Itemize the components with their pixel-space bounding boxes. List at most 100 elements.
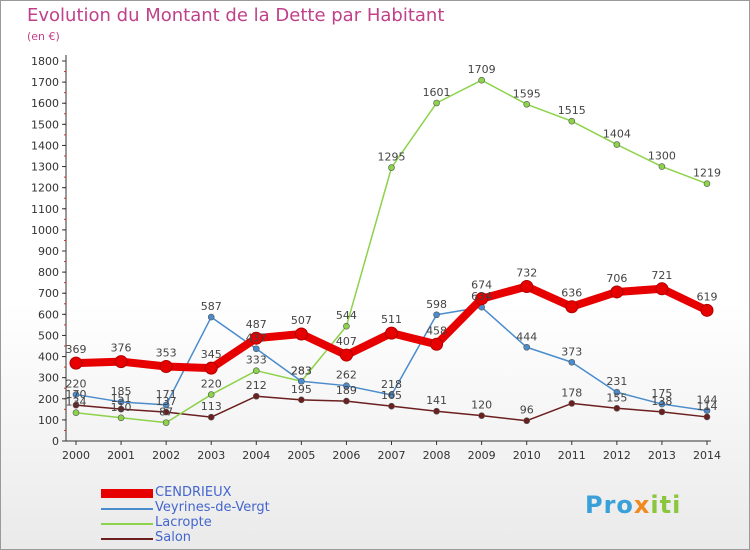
data-label-salon: 96	[520, 404, 534, 417]
data-label-lacropte: 1709	[468, 63, 496, 76]
data-point-lacropte	[343, 322, 350, 330]
data-label-cendrieux: 345	[201, 348, 222, 361]
data-point-cendrieux	[159, 359, 173, 373]
data-point-veyrines-de-vergt	[162, 401, 170, 409]
data-label-lacropte: 283	[291, 364, 312, 377]
x-tick-label: 2007	[378, 449, 406, 462]
data-point-cendrieux	[114, 355, 128, 369]
y-tick-label: 800	[38, 266, 59, 279]
data-label-salon: 120	[471, 399, 492, 412]
y-tick-label: 0	[52, 435, 59, 448]
data-point-veyrines-de-vergt	[117, 398, 125, 406]
data-label-veyrines-de-vergt: 373	[561, 345, 582, 358]
data-point-lacropte	[162, 419, 170, 426]
data-point-cendrieux	[430, 337, 444, 351]
axes: 0 100 200 300 400 500 600 700 800 900 1000 1100 1200…	[31, 55, 721, 462]
data-label-lacropte: 1300	[648, 150, 676, 163]
data-label-salon: 170	[66, 388, 87, 401]
data-point-salon	[343, 397, 350, 405]
data-label-lacropte: 134	[66, 396, 87, 409]
data-label-lacropte: 110	[111, 401, 132, 414]
data-point-veyrines-de-vergt	[433, 311, 440, 319]
legend-swatch-veyrines	[101, 508, 153, 510]
data-label-veyrines-de-vergt: 262	[336, 369, 357, 382]
data-point-lacropte	[207, 391, 215, 398]
x-tick-label: 2008	[423, 449, 451, 462]
data-point-salon	[162, 408, 170, 416]
data-point-cendrieux	[249, 331, 263, 345]
y-tick-label: 700	[38, 287, 59, 300]
x-tick-label: 2005	[287, 449, 315, 462]
data-point-veyrines-de-vergt	[388, 391, 395, 399]
data-label-veyrines-de-vergt: 171	[156, 388, 177, 401]
x-tick-label: 2012	[603, 449, 631, 462]
legend-swatch-salon	[101, 538, 153, 540]
x-tick-label: 2009	[468, 449, 496, 462]
data-label-cendrieux: 732	[516, 266, 537, 279]
data-point-cendrieux	[475, 292, 489, 306]
data-label-salon: 212	[246, 379, 267, 392]
data-label-veyrines-de-vergt: 218	[381, 378, 402, 391]
data-label-salon: 189	[336, 384, 357, 397]
data-point-veyrines-de-vergt	[343, 382, 350, 389]
data-point-veyrines-de-vergt	[613, 388, 621, 396]
x-tick-label: 2001	[107, 449, 135, 462]
data-label-salon: 137	[156, 395, 177, 408]
data-label-veyrines-de-vergt: 231	[606, 375, 627, 388]
data-label-cendrieux: 353	[156, 346, 177, 359]
data-point-cendrieux	[294, 327, 308, 341]
data-point-lacropte	[252, 367, 260, 375]
x-tick-label: 2013	[648, 449, 676, 462]
data-label-salon: 195	[291, 383, 312, 396]
y-tick-label: 500	[38, 329, 59, 342]
proxiti-logo: Proxiti	[585, 491, 681, 519]
data-point-salon	[568, 400, 576, 407]
data-point-veyrines-de-vergt	[207, 313, 215, 321]
data-point-cendrieux	[565, 300, 579, 314]
x-tick-label: 2002	[152, 449, 180, 462]
data-label-cendrieux: 376	[111, 342, 132, 355]
series-lines	[69, 76, 714, 426]
y-tick-label: 100	[38, 414, 59, 427]
data-point-veyrines-de-vergt	[658, 400, 666, 408]
chart-subtitle: (en €)	[27, 30, 60, 43]
data-point-cendrieux	[204, 361, 218, 375]
data-point-lacropte	[523, 100, 531, 108]
data-point-salon	[388, 402, 395, 410]
data-point-salon	[613, 404, 621, 412]
legend-label-lacropte: Lacropte	[155, 515, 212, 530]
data-label-cendrieux: 674	[471, 279, 492, 292]
y-tick-label: 1100	[31, 203, 59, 216]
data-label-salon: 113	[201, 400, 222, 413]
data-point-lacropte	[117, 414, 125, 422]
data-point-cendrieux	[69, 356, 83, 370]
data-label-veyrines-de-vergt: 437	[246, 332, 267, 345]
data-label-veyrines-de-vergt: 444	[516, 330, 537, 343]
data-label-cendrieux: 369	[66, 343, 87, 356]
data-label-salon: 155	[606, 391, 627, 404]
data-point-salon	[207, 413, 215, 421]
data-label-cendrieux: 487	[246, 318, 267, 331]
data-point-lacropte	[478, 76, 485, 84]
logo-part-1: Pro	[585, 491, 634, 519]
data-point-cendrieux	[520, 279, 534, 293]
data-point-cendrieux	[700, 303, 714, 317]
data-point-veyrines-de-vergt	[523, 343, 531, 351]
data-label-cendrieux: 511	[381, 313, 402, 326]
data-label-veyrines-de-vergt: 220	[66, 378, 87, 391]
y-tick-label: 1400	[31, 139, 59, 152]
data-label-salon: 114	[697, 400, 718, 413]
legend-label-salon: Salon	[155, 530, 192, 545]
data-label-lacropte: 544	[336, 309, 357, 322]
data-point-cendrieux	[385, 326, 398, 340]
y-tick-label: 1800	[31, 55, 59, 68]
data-point-salon	[298, 396, 305, 404]
y-tick-label: 1500	[31, 118, 59, 131]
data-label-veyrines-de-vergt: 283	[291, 364, 312, 377]
data-label-veyrines-de-vergt: 144	[697, 394, 718, 407]
y-tick-label: 300	[38, 372, 59, 385]
data-label-lacropte: 1219	[693, 167, 721, 180]
data-label-lacropte: 1595	[513, 87, 541, 100]
data-label-salon: 165	[381, 389, 402, 402]
